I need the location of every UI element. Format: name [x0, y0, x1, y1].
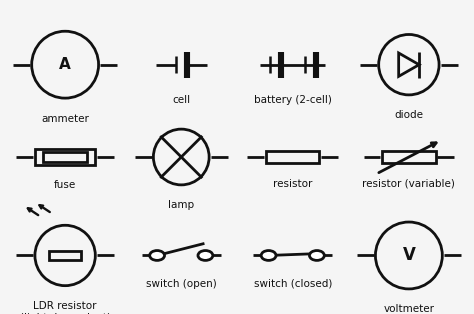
Text: ammeter: ammeter [41, 114, 89, 123]
Text: resistor (variable): resistor (variable) [363, 179, 456, 189]
Bar [49, 251, 81, 260]
Text: switch (closed): switch (closed) [254, 279, 332, 289]
Text: voltmeter: voltmeter [383, 304, 434, 314]
Text: A: A [59, 57, 71, 72]
Text: diode: diode [394, 110, 423, 120]
Text: V: V [402, 246, 415, 264]
Bar [35, 149, 95, 165]
Text: lamp: lamp [168, 200, 194, 210]
Bar [266, 150, 319, 164]
Circle shape [261, 251, 276, 260]
Circle shape [310, 251, 324, 260]
Bar [382, 150, 436, 164]
Text: switch (open): switch (open) [146, 279, 217, 289]
Text: battery (2-cell): battery (2-cell) [254, 95, 332, 106]
Circle shape [150, 251, 164, 260]
Bar [43, 152, 87, 162]
Circle shape [198, 251, 213, 260]
Text: cell: cell [172, 95, 191, 106]
Text: resistor: resistor [273, 179, 312, 189]
Text: LDR resistor
(light dependent): LDR resistor (light dependent) [19, 301, 110, 314]
Text: fuse: fuse [54, 180, 76, 190]
